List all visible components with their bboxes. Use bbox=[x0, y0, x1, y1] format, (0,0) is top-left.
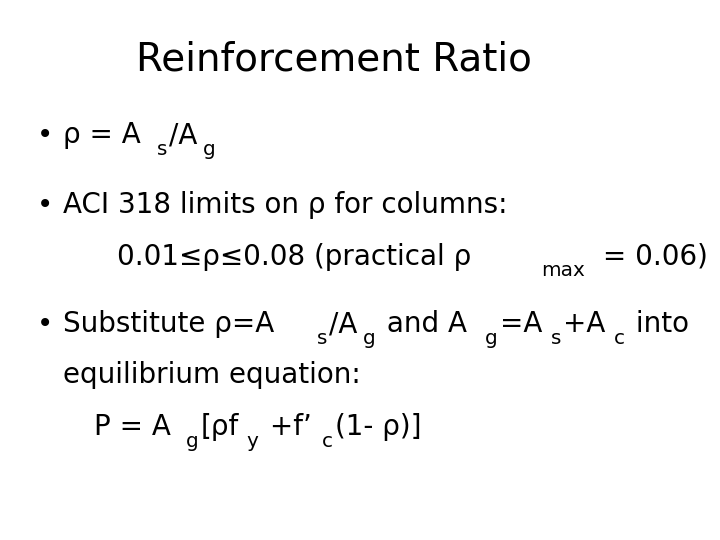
Text: into: into bbox=[627, 310, 689, 338]
Text: equilibrium equation:: equilibrium equation: bbox=[63, 361, 361, 389]
Text: g: g bbox=[186, 431, 199, 450]
Text: +f’: +f’ bbox=[261, 413, 312, 441]
Text: •: • bbox=[37, 121, 53, 149]
Text: s: s bbox=[157, 140, 167, 159]
Text: c: c bbox=[322, 431, 333, 450]
Text: /A: /A bbox=[329, 310, 357, 338]
Text: =A: =A bbox=[500, 310, 542, 338]
Text: Reinforcement Ratio: Reinforcement Ratio bbox=[136, 40, 532, 78]
Text: [ρf: [ρf bbox=[201, 413, 239, 441]
Text: +A: +A bbox=[563, 310, 606, 338]
Text: c: c bbox=[614, 329, 625, 348]
Text: s: s bbox=[551, 329, 561, 348]
Text: 0.01≤ρ≤0.08 (practical ρ: 0.01≤ρ≤0.08 (practical ρ bbox=[117, 242, 471, 271]
Text: •: • bbox=[37, 310, 53, 338]
Text: s: s bbox=[317, 329, 327, 348]
Text: = 0.06): = 0.06) bbox=[594, 242, 708, 271]
Text: •: • bbox=[37, 191, 53, 219]
Text: y: y bbox=[247, 431, 258, 450]
Text: and A: and A bbox=[378, 310, 467, 338]
Text: ACI 318 limits on ρ for columns:: ACI 318 limits on ρ for columns: bbox=[63, 191, 508, 219]
Text: /A: /A bbox=[169, 121, 197, 149]
Text: g: g bbox=[485, 329, 498, 348]
Text: g: g bbox=[363, 329, 376, 348]
Text: P = A: P = A bbox=[94, 413, 171, 441]
Text: max: max bbox=[541, 261, 585, 280]
Text: (1- ρ)]: (1- ρ)] bbox=[335, 413, 422, 441]
Text: ρ = A: ρ = A bbox=[63, 121, 141, 149]
Text: Substitute ρ=A: Substitute ρ=A bbox=[63, 310, 275, 338]
Text: g: g bbox=[203, 140, 216, 159]
